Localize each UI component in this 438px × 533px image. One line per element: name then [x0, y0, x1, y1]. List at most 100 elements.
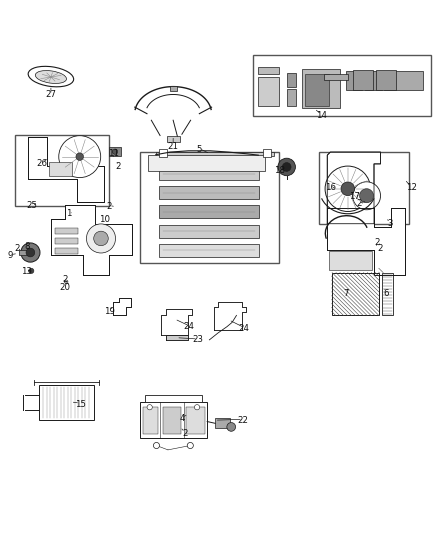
Text: 22: 22 [237, 416, 248, 425]
Bar [159, 244, 259, 257]
Bar [143, 407, 158, 434]
Bar [263, 149, 271, 157]
Circle shape [86, 224, 116, 253]
Bar [302, 69, 340, 108]
Bar [324, 75, 348, 79]
Text: 2: 2 [106, 202, 112, 211]
Bar [140, 152, 279, 263]
Bar [55, 248, 78, 254]
Polygon shape [166, 335, 187, 340]
Text: 18: 18 [274, 166, 285, 175]
Bar [148, 155, 265, 171]
Bar [215, 418, 230, 427]
Bar [287, 89, 296, 106]
Circle shape [341, 182, 355, 196]
Text: 23: 23 [193, 335, 204, 344]
Bar [14, 135, 109, 206]
Text: 5: 5 [197, 145, 202, 154]
Polygon shape [51, 205, 132, 275]
Bar [318, 152, 409, 224]
Circle shape [28, 268, 34, 273]
Bar [186, 407, 205, 434]
Text: 6: 6 [383, 289, 389, 298]
Circle shape [64, 280, 68, 284]
Bar [159, 186, 259, 199]
Circle shape [353, 182, 381, 210]
Circle shape [325, 166, 371, 212]
Text: 9: 9 [7, 251, 13, 260]
Polygon shape [113, 298, 131, 316]
Text: 2: 2 [116, 163, 121, 172]
Bar [163, 407, 181, 434]
Polygon shape [214, 302, 246, 330]
Text: 14: 14 [316, 111, 327, 120]
Bar [159, 167, 259, 180]
Circle shape [283, 163, 291, 171]
Text: 3: 3 [387, 219, 393, 228]
Circle shape [76, 153, 84, 160]
Bar [382, 272, 393, 316]
Circle shape [21, 243, 40, 262]
Circle shape [113, 149, 118, 154]
Circle shape [187, 442, 193, 449]
Bar [159, 205, 259, 219]
Circle shape [59, 136, 101, 177]
Bar [353, 70, 373, 90]
Bar [55, 228, 78, 234]
Text: 19: 19 [103, 306, 114, 316]
Bar [346, 71, 362, 90]
Text: 7: 7 [343, 289, 348, 298]
Bar [376, 70, 396, 90]
Ellipse shape [28, 66, 74, 87]
Bar [170, 86, 177, 91]
Bar [159, 149, 166, 157]
Circle shape [94, 231, 108, 246]
Bar [166, 136, 180, 142]
Bar [55, 238, 78, 244]
Bar [155, 152, 274, 157]
Circle shape [194, 405, 200, 410]
Circle shape [153, 442, 159, 449]
Circle shape [227, 423, 236, 431]
Text: 24: 24 [239, 324, 250, 333]
Text: 15: 15 [74, 400, 86, 408]
Bar [140, 402, 207, 438]
Text: 21: 21 [168, 142, 179, 151]
Bar [332, 272, 379, 316]
Text: 25: 25 [27, 201, 38, 210]
Polygon shape [327, 152, 381, 224]
Text: 12: 12 [406, 183, 417, 192]
Bar [109, 147, 121, 157]
Text: 4: 4 [179, 414, 185, 423]
Ellipse shape [35, 70, 67, 84]
Circle shape [278, 158, 295, 176]
Bar [258, 77, 279, 106]
Circle shape [26, 248, 35, 257]
Bar [287, 72, 296, 87]
Bar [19, 250, 27, 255]
Text: 10: 10 [99, 215, 110, 224]
Text: 20: 20 [60, 283, 71, 292]
Bar [253, 55, 431, 116]
Text: 17: 17 [349, 192, 360, 201]
Circle shape [360, 189, 374, 203]
Text: 2: 2 [63, 275, 68, 284]
Text: 24: 24 [184, 322, 195, 331]
Text: 11: 11 [108, 149, 119, 158]
Polygon shape [327, 207, 405, 275]
Bar [258, 67, 279, 74]
Text: 2: 2 [377, 244, 382, 253]
Bar [329, 251, 371, 270]
Polygon shape [161, 309, 192, 335]
Text: 8: 8 [24, 243, 30, 252]
Bar [145, 395, 202, 402]
Text: 2: 2 [14, 244, 20, 253]
Bar [304, 75, 328, 106]
Bar [365, 71, 382, 90]
Circle shape [147, 405, 152, 410]
Text: 2: 2 [182, 429, 188, 438]
Bar [159, 224, 259, 238]
Polygon shape [28, 138, 104, 202]
Bar [39, 385, 94, 420]
Text: 27: 27 [46, 90, 57, 99]
